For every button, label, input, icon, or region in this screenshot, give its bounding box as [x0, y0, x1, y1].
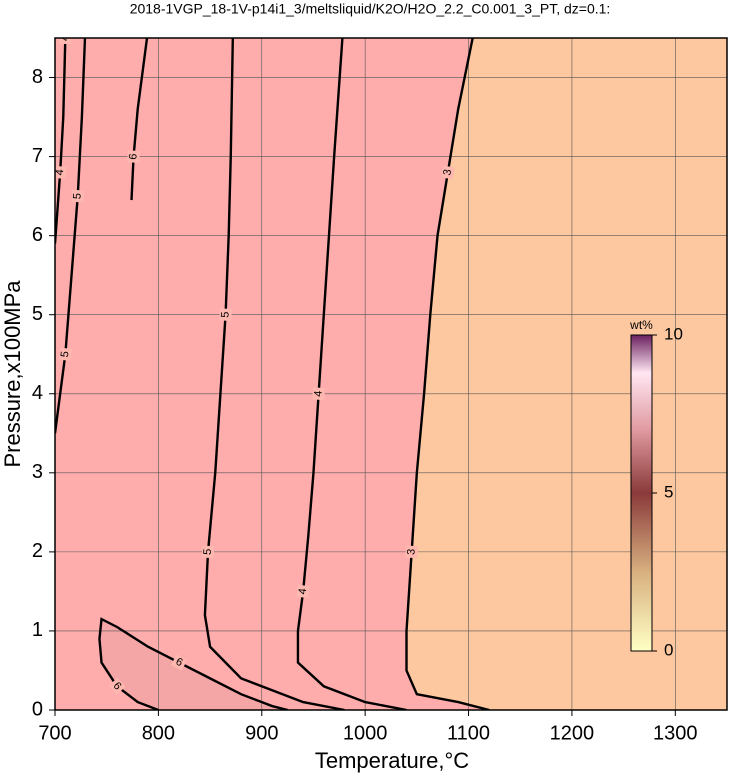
contour-label-bg — [405, 545, 419, 559]
y-axis-title: Pressure,x100MPa — [0, 280, 25, 468]
contour-label: 4 — [59, 35, 71, 41]
contour-line — [130, 38, 149, 201]
contour-label: 5 — [202, 548, 214, 555]
contour-label: 5 — [59, 351, 72, 358]
x-tick-label: 700 — [38, 722, 71, 744]
x-tick-label: 1200 — [550, 722, 595, 744]
y-tick-label: 5 — [32, 303, 43, 325]
inner-region — [99, 619, 288, 710]
x-tick-label: 1300 — [653, 722, 698, 744]
contour-label-bg — [296, 584, 310, 599]
colorbar — [630, 334, 653, 652]
contour-label: 6 — [174, 656, 185, 669]
contour-label-bg — [58, 347, 72, 361]
contour-label: 6 — [127, 153, 139, 160]
colorbar-label: wt% — [629, 318, 653, 332]
contour-line — [296, 38, 407, 710]
contour-line — [55, 38, 87, 434]
y-tick-label: 2 — [32, 540, 43, 562]
contour-label-bg — [440, 165, 455, 180]
contour-label-bg — [312, 387, 326, 401]
contour-label-bg — [219, 308, 232, 322]
contour-label-bg — [71, 189, 85, 203]
plot-frame — [54, 37, 728, 711]
contour-line — [203, 38, 345, 710]
chart-title: 2018-1VGP_18-1V-p14i1_3/meltsliquid/K2O/… — [130, 1, 611, 17]
x-axis-title: Temperature,°C — [315, 748, 469, 773]
contour-label: 4 — [297, 588, 310, 595]
contour-label: 3 — [405, 548, 417, 555]
contour-label: 4 — [54, 169, 66, 176]
y-tick-label: 3 — [32, 461, 43, 483]
contour-label-bg — [201, 545, 215, 559]
contour-label-bg — [127, 150, 140, 163]
contour-label: 4 — [312, 390, 324, 397]
x-tick-label: 800 — [142, 722, 175, 744]
contour-label: 3 — [441, 168, 454, 176]
y-tick-label: 1 — [32, 619, 43, 641]
x-tick-label: 1000 — [343, 722, 388, 744]
colorbar-tick-label: 10 — [664, 324, 683, 343]
x-tick-label: 900 — [245, 722, 278, 744]
contour-label: 5 — [71, 193, 83, 200]
colorbar-tick-label: 5 — [664, 482, 673, 501]
pink-region — [55, 38, 490, 710]
contour-label: 5 — [219, 311, 231, 318]
contour-label-bg — [108, 677, 126, 695]
colorbar-tick-label: 0 — [664, 640, 673, 659]
y-tick-label: 0 — [32, 698, 43, 720]
y-tick-label: 7 — [32, 145, 43, 167]
x-tick-label: 1100 — [447, 722, 490, 744]
y-tick-label: 6 — [32, 224, 43, 246]
contour-label-bg — [170, 654, 188, 671]
contour-line — [55, 38, 67, 244]
axes: 700 800 900 1000 1100 1200 1300 0 1 2 3 4 5 6 7 8 wt% 0 5 1… — [32, 37, 728, 744]
y-tick-label: 8 — [32, 66, 43, 88]
y-tick-label: 4 — [32, 382, 43, 404]
contour-label-bg — [59, 38, 72, 45]
contour-label-bg — [55, 166, 67, 179]
